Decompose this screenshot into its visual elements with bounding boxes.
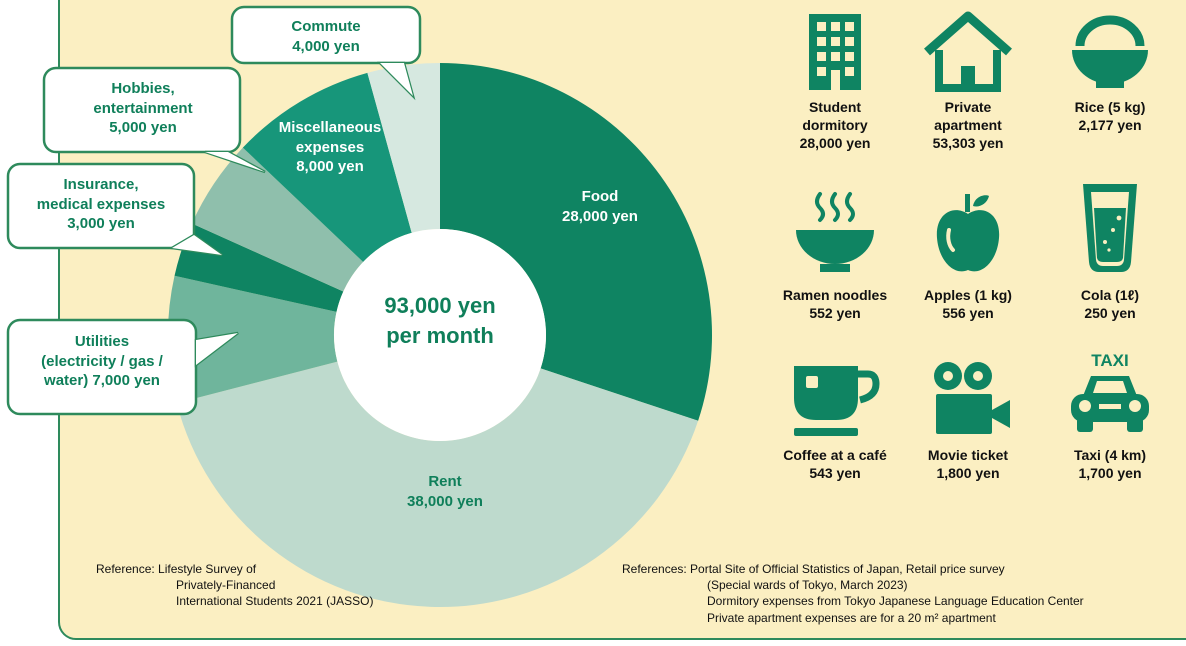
building-icon — [809, 14, 861, 90]
pie-slice-hobbies — [191, 147, 364, 292]
price-item-cola: Cola (1ℓ) 250 yen — [1045, 180, 1175, 322]
pie-slice-commute — [367, 63, 440, 233]
reference-left: Reference: Lifestyle Survey of Privately… — [96, 562, 374, 609]
price-item-apples: Apples (1 kg) 556 yen — [903, 190, 1033, 322]
price-item-coffee: Coffee at a café 543 yen — [770, 358, 900, 482]
callout-box-insurance-pointer-fill — [172, 235, 222, 255]
callout-box-insurance — [6, 162, 196, 250]
pie-center-hole — [334, 229, 546, 441]
rice-bowl-icon — [1072, 15, 1148, 88]
slice-label-miscellaneous: Miscellaneous expenses 8,000 yen — [278, 119, 382, 175]
apple-icon — [936, 194, 1000, 272]
pie-center-label: 93,000 yen per month — [384, 293, 496, 348]
price-item-movie: Movie ticket 1,800 yen — [903, 358, 1033, 482]
callout-insurance: Insurance, medical expenses 3,000 yen — [36, 176, 166, 232]
slice-label-rent: Rent 38,000 yen — [407, 473, 483, 510]
callout-box-commute-pointer-fill — [380, 63, 413, 96]
pie-slice-miscellaneous — [242, 72, 412, 262]
callout-box-hobbies-pointer-fill — [205, 152, 265, 172]
pie-slice-rent — [176, 361, 699, 608]
house-icon — [924, 11, 1012, 92]
callout-box-hobbies — [42, 66, 242, 154]
price-item-rice: Rice (5 kg) 2,177 yen — [1045, 10, 1175, 134]
callout-commute: Commute 4,000 yen — [291, 18, 361, 55]
price-item-dormitory: Student dormitory 28,000 yen — [770, 10, 900, 153]
reference-right: References: Portal Site of Official Stat… — [622, 562, 1084, 625]
callout-utilities: Utilities (electricity / gas / water) 7,00… — [41, 333, 163, 389]
pie-slice-utilities — [168, 275, 338, 404]
ramen-bowl-icon — [796, 192, 874, 272]
price-item-ramen: Ramen noodles 552 yen — [770, 190, 900, 322]
price-item-taxi: TAXI Taxi (4 km) 1,700 yen — [1045, 350, 1175, 482]
pie-slice-food — [440, 63, 712, 421]
taxi-sign-text: TAXI — [1091, 351, 1128, 370]
movie-camera-icon — [934, 362, 1010, 434]
price-item-apartment: Private apartment 53,303 yen — [903, 10, 1033, 153]
cola-glass-icon — [1083, 184, 1137, 272]
pie-slice-insurance — [174, 223, 344, 312]
callout-box-commute — [230, 5, 422, 65]
callout-box-utilities-pointer-fill — [196, 333, 238, 365]
slice-label-food: Food 28,000 yen — [562, 188, 638, 225]
coffee-cup-icon — [794, 366, 880, 436]
taxi-icon: TAXI — [1071, 351, 1149, 432]
callout-hobbies: Hobbies, entertainment 5,000 yen — [93, 80, 193, 136]
callout-box-utilities — [6, 318, 198, 416]
